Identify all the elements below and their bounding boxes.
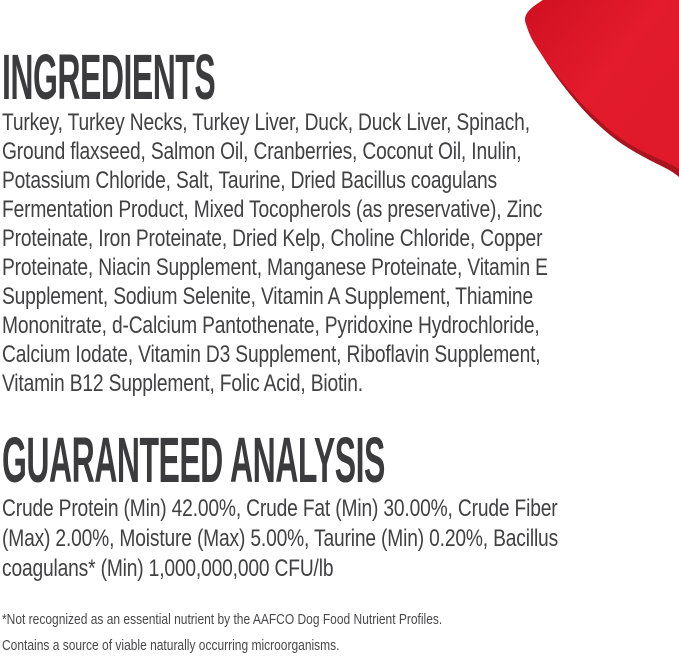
- footnote-microorganisms: Contains a source of viable naturally oc…: [2, 637, 340, 654]
- footnote-aafco: *Not recognized as an essential nutrient…: [2, 611, 443, 628]
- guaranteed-analysis-heading: GUARANTEED ANALYSIS: [2, 424, 385, 496]
- guaranteed-analysis-text: Crude Protein (Min) 42.00%, Crude Fat (M…: [2, 495, 559, 582]
- ingredients-list-text: Turkey, Turkey Necks, Turkey Liver, Duck…: [2, 109, 548, 397]
- ingredients-heading: INGREDIENTS: [2, 41, 216, 113]
